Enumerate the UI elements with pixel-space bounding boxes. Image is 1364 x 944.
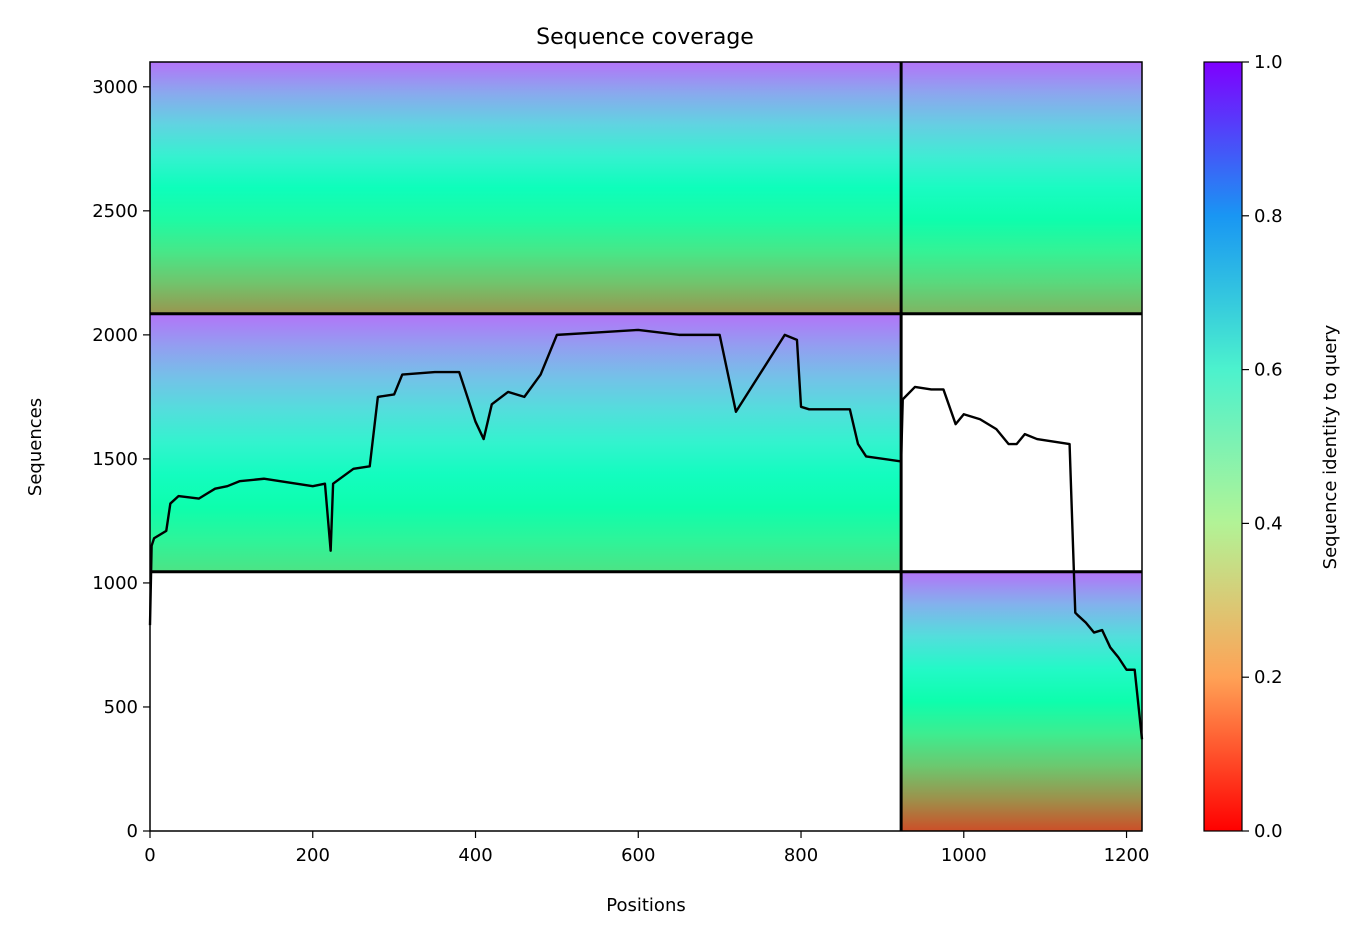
- x-tick-label: 600: [621, 845, 655, 866]
- coverage-line-layer: [148, 328, 1144, 740]
- coverage-block-chain-A-full: [150, 62, 902, 314]
- colorbar-tick-label: 0.0: [1254, 821, 1283, 842]
- colorbar-tick-label: 0.2: [1254, 667, 1283, 688]
- coverage-blocks: [150, 62, 1142, 831]
- coverage-line: [148, 328, 1144, 740]
- coverage-block-chain-B-only: [901, 571, 1142, 831]
- x-axis-ticks: 0 200 400 600 800 1000 1200: [144, 831, 1149, 866]
- x-tick-label: 800: [784, 845, 818, 866]
- x-tick-label: 1200: [1104, 845, 1150, 866]
- plot-frame: [149, 61, 1143, 832]
- y-axis-ticks: 0 500 1000 1500 2000 2500 3000: [92, 77, 150, 842]
- chart-title: Sequence coverage: [536, 25, 754, 50]
- y-tick-label: 0: [127, 821, 138, 842]
- x-tick-label: 1000: [941, 845, 987, 866]
- y-tick-label: 3000: [92, 77, 138, 98]
- coverage-block-chain-A-only: [150, 313, 902, 572]
- y-axis-label: Sequences: [25, 398, 46, 496]
- y-tick-label: 2000: [92, 325, 138, 346]
- colorbar-label: Sequence identity to query: [1320, 324, 1341, 569]
- colorbar-tick-label: 0.8: [1254, 206, 1283, 227]
- x-axis-label: Positions: [606, 895, 685, 916]
- colorbar-tick-label: 1.0: [1254, 52, 1283, 73]
- y-tick-label: 1000: [92, 573, 138, 594]
- x-tick-label: 0: [144, 845, 155, 866]
- y-tick-label: 500: [104, 697, 138, 718]
- colorbar-ticks: 0.0 0.2 0.4 0.6 0.8 1.0: [1242, 52, 1283, 842]
- y-tick-label: 2500: [92, 201, 138, 222]
- colorbar-tick-label: 0.6: [1254, 360, 1283, 381]
- colorbar-tick-label: 0.4: [1254, 513, 1283, 534]
- x-tick-label: 400: [458, 845, 492, 866]
- colorbar: [1203, 61, 1243, 832]
- x-tick-label: 200: [296, 845, 330, 866]
- coverage-block-chain-B-partial: [901, 62, 1142, 314]
- y-tick-label: 1500: [92, 449, 138, 470]
